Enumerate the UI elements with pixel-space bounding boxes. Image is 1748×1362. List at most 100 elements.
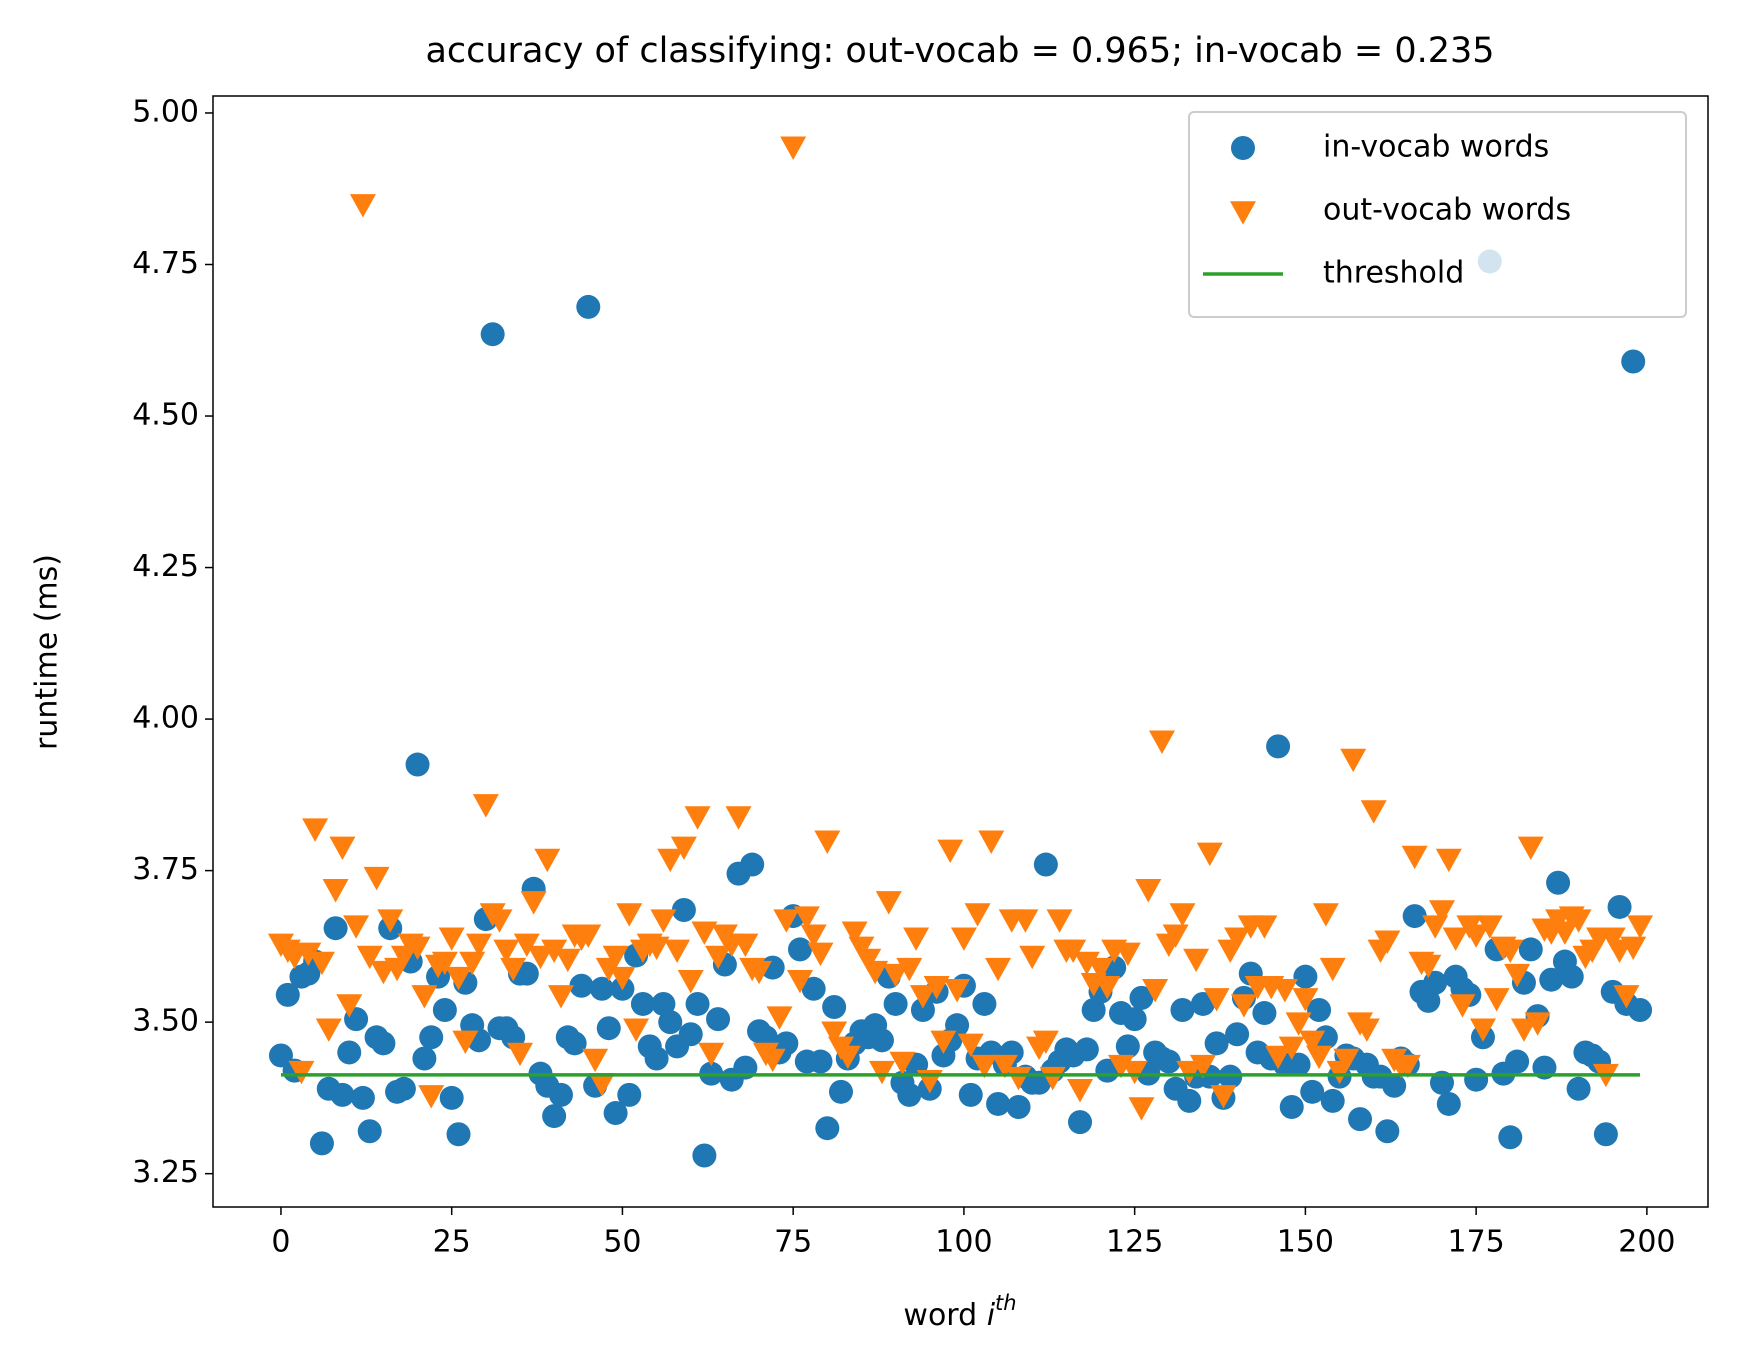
point	[1032, 1030, 1059, 1054]
point	[1566, 1076, 1591, 1101]
point	[486, 909, 513, 933]
point	[452, 1030, 479, 1054]
point	[569, 973, 594, 998]
point	[875, 891, 902, 915]
point	[391, 1076, 416, 1101]
point	[834, 1045, 861, 1070]
point	[793, 906, 820, 930]
point	[1046, 909, 1073, 933]
point	[691, 921, 718, 945]
point	[1402, 904, 1427, 929]
point	[651, 991, 676, 1016]
point	[903, 927, 930, 951]
point	[1469, 1018, 1496, 1042]
point	[1189, 1054, 1216, 1079]
point	[1312, 903, 1339, 927]
point	[439, 1085, 464, 1110]
legend-box	[1188, 111, 1687, 318]
point	[493, 939, 520, 964]
point	[814, 830, 841, 854]
point	[1039, 1066, 1066, 1091]
legend-swatch	[1230, 201, 1256, 225]
point	[1128, 1097, 1155, 1121]
point	[1464, 1067, 1489, 1092]
point	[1121, 1060, 1148, 1085]
x-tick-label: 0	[271, 1225, 290, 1260]
x-tick-label: 75	[774, 1225, 812, 1260]
point	[1442, 927, 1469, 951]
point	[1142, 979, 1169, 1003]
point	[1423, 970, 1448, 995]
point	[1307, 998, 1332, 1023]
point	[868, 1060, 895, 1085]
point	[1170, 998, 1195, 1023]
point	[472, 794, 499, 818]
point	[1621, 349, 1646, 374]
point	[1374, 930, 1401, 954]
point	[897, 1082, 922, 1107]
point	[1169, 903, 1196, 927]
point	[1279, 1094, 1304, 1119]
point	[684, 806, 711, 830]
point	[302, 818, 329, 842]
point	[815, 1116, 840, 1141]
point	[1148, 730, 1175, 754]
point	[459, 951, 486, 976]
point	[978, 830, 1005, 854]
point	[732, 933, 759, 957]
point	[950, 927, 977, 951]
point	[788, 937, 813, 962]
point	[541, 939, 568, 964]
point	[371, 1031, 396, 1056]
legend-label: out-vocab words	[1323, 193, 1571, 228]
point	[309, 1131, 334, 1156]
point	[534, 848, 561, 873]
point	[759, 1048, 786, 1073]
point	[603, 1101, 628, 1126]
point	[1225, 1022, 1250, 1047]
point	[958, 1082, 983, 1107]
point	[1265, 1045, 1292, 1070]
point	[1340, 748, 1367, 773]
point	[1415, 954, 1442, 979]
x-axis-label: word ith	[903, 1291, 1016, 1333]
point	[1559, 964, 1584, 989]
point	[1449, 994, 1476, 1018]
point	[883, 991, 908, 1016]
point	[889, 1051, 916, 1076]
point	[343, 915, 370, 939]
point	[1135, 879, 1162, 903]
point	[1382, 1073, 1407, 1098]
point	[602, 945, 629, 970]
point	[405, 752, 430, 777]
point	[1299, 1030, 1326, 1054]
chart-title: accuracy of classifying: out-vocab = 0.9…	[425, 31, 1494, 71]
point	[616, 903, 643, 927]
point	[404, 936, 431, 961]
point	[685, 991, 710, 1016]
y-tick-label: 4.50	[132, 398, 199, 433]
point	[356, 945, 383, 970]
point	[1251, 915, 1278, 939]
point	[1620, 936, 1647, 961]
point	[1067, 1079, 1094, 1103]
point	[1628, 998, 1653, 1023]
point	[1156, 1049, 1181, 1074]
point	[1505, 1049, 1530, 1074]
point	[848, 936, 875, 961]
x-tick-label: 100	[935, 1225, 992, 1260]
point	[1005, 1066, 1032, 1091]
y-axis-label: runtime (ms)	[30, 554, 65, 750]
point	[1476, 915, 1503, 939]
point	[650, 909, 677, 933]
point	[1627, 915, 1654, 939]
point	[664, 939, 691, 964]
point	[910, 998, 935, 1023]
point	[445, 966, 472, 991]
point	[1162, 924, 1189, 948]
point	[643, 936, 670, 961]
point	[432, 998, 457, 1023]
point	[1498, 1125, 1523, 1150]
point	[1095, 1058, 1120, 1083]
